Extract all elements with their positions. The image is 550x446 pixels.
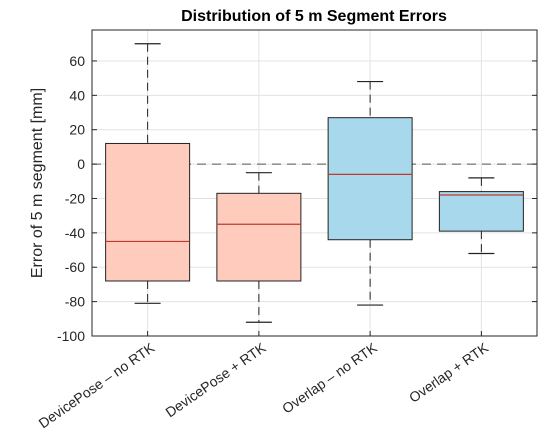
box-iqr <box>327 117 413 241</box>
y-tick-label: 40 <box>69 87 85 103</box>
y-tick-label: 20 <box>69 122 85 138</box>
plot-frame <box>91 29 538 337</box>
x-axis-ticks: DevicePose – no RTK DevicePose + RTK Overl… <box>36 331 492 431</box>
chart-title: Distribution of 5 m Segment Errors <box>181 8 447 25</box>
y-tick-label: -100 <box>57 328 85 344</box>
y-tick-label: -80 <box>65 294 85 310</box>
y-axis-label: Error of 5 m segment [mm] <box>29 88 46 278</box>
box-group <box>105 43 191 304</box>
box-iqr <box>216 192 302 282</box>
box-group <box>327 80 413 306</box>
x-tick-label: DevicePose + RTK <box>162 339 269 420</box>
y-tick-label: 0 <box>77 156 85 172</box>
x-tick-label: DevicePose – no RTK <box>36 339 158 431</box>
y-tick-label: -40 <box>65 225 85 241</box>
y-tick-label: 60 <box>69 53 85 69</box>
box-iqr <box>105 142 191 282</box>
box-group <box>438 177 524 255</box>
box-iqr <box>438 191 524 232</box>
box-series <box>105 43 524 323</box>
box-group <box>216 172 302 323</box>
y-tick-label: -20 <box>65 190 85 206</box>
y-tick-label: -60 <box>65 259 85 275</box>
x-tick-label: Overlap + RTK <box>406 339 492 406</box>
y-axis-ticks: -100 -80 -60 -40 -20 0 20 40 60 <box>57 53 537 344</box>
x-tick-label: Overlap – no RTK <box>279 339 380 417</box>
